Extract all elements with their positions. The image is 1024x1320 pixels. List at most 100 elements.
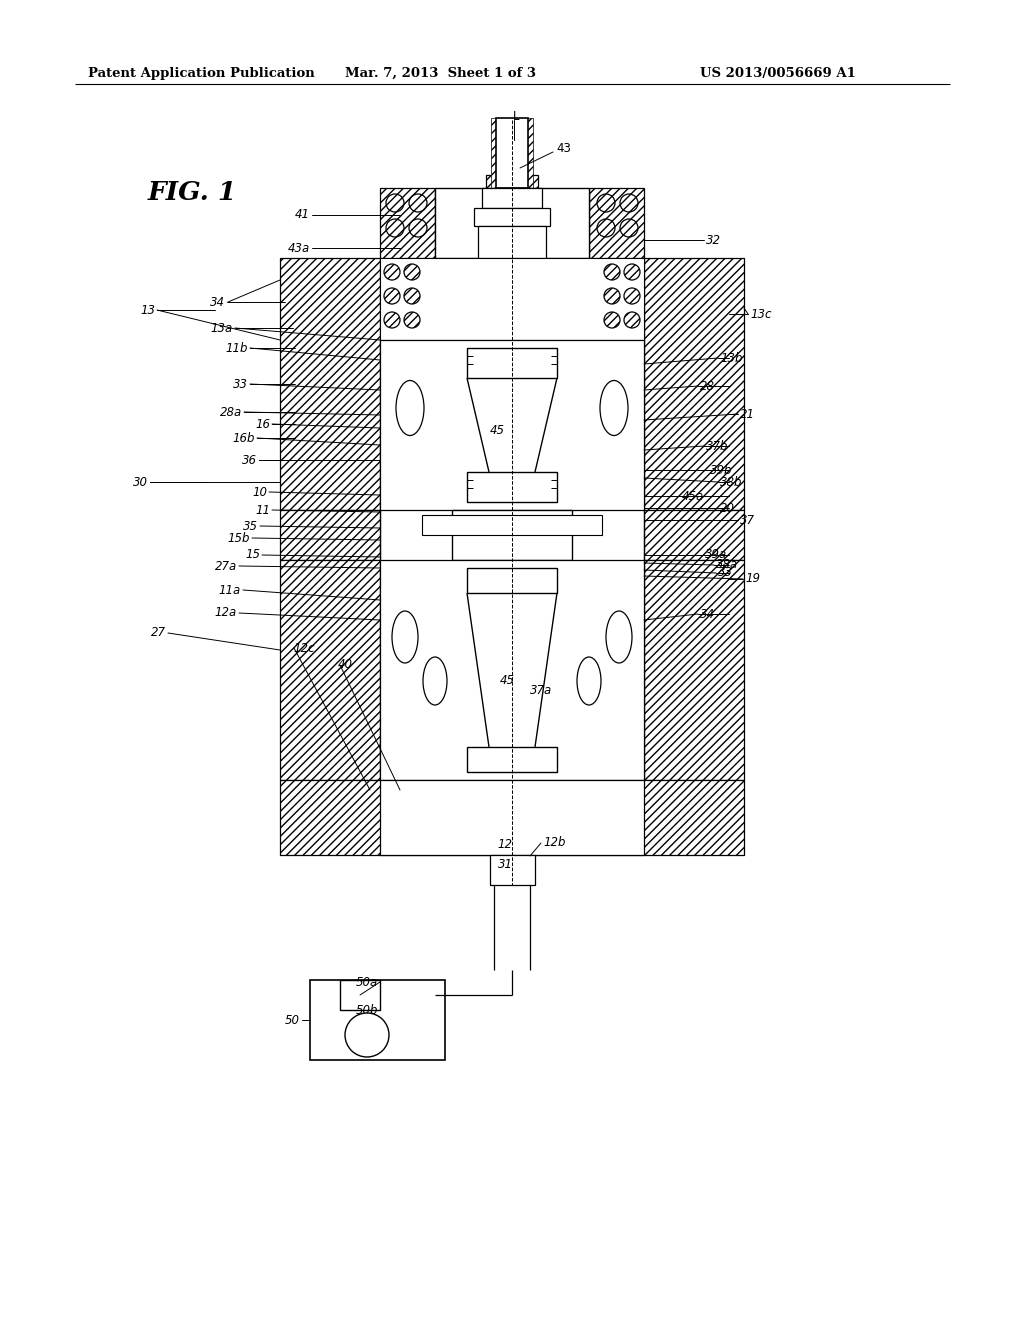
Bar — [340, 979, 380, 1010]
Bar — [486, 176, 538, 193]
Ellipse shape — [396, 380, 424, 436]
Text: 37a: 37a — [530, 684, 552, 697]
Circle shape — [386, 194, 404, 213]
Text: 41: 41 — [295, 209, 310, 222]
Bar — [380, 496, 394, 510]
Text: 15b: 15b — [227, 532, 250, 544]
Bar — [467, 473, 557, 502]
Text: 12: 12 — [498, 838, 512, 851]
Bar — [490, 117, 499, 187]
Text: 16: 16 — [255, 417, 270, 430]
Text: 36: 36 — [242, 454, 257, 466]
Bar — [644, 560, 744, 780]
Text: 13a: 13a — [211, 322, 233, 334]
Text: 28: 28 — [700, 380, 715, 392]
Text: 30: 30 — [133, 475, 148, 488]
Bar — [644, 510, 744, 560]
Text: 33: 33 — [718, 566, 733, 579]
Circle shape — [404, 288, 420, 304]
Bar — [422, 515, 602, 535]
Text: 39a: 39a — [705, 549, 727, 561]
Bar — [630, 568, 644, 582]
Bar — [452, 510, 572, 560]
Text: 43: 43 — [556, 141, 570, 154]
Bar — [478, 226, 546, 257]
Circle shape — [409, 194, 427, 213]
Circle shape — [624, 264, 640, 280]
Ellipse shape — [606, 611, 632, 663]
Bar — [380, 560, 644, 780]
Bar — [280, 510, 380, 560]
Ellipse shape — [423, 657, 447, 705]
Text: 50a: 50a — [355, 975, 378, 989]
Circle shape — [620, 194, 638, 213]
Bar — [380, 780, 420, 855]
Bar — [604, 780, 644, 855]
Bar — [435, 187, 589, 257]
Ellipse shape — [392, 611, 418, 663]
Text: 37b: 37b — [706, 440, 728, 453]
Circle shape — [604, 264, 620, 280]
Bar — [630, 496, 644, 510]
Text: 50: 50 — [285, 1014, 300, 1027]
Bar — [380, 257, 644, 341]
Text: 12c: 12c — [293, 642, 314, 655]
Bar — [380, 747, 394, 762]
Text: 32: 32 — [706, 234, 721, 247]
Bar — [467, 747, 557, 772]
Circle shape — [624, 312, 640, 327]
Text: Patent Application Publication: Patent Application Publication — [88, 66, 314, 79]
Text: 13b: 13b — [720, 351, 742, 364]
Bar — [630, 747, 644, 762]
Text: 19: 19 — [745, 573, 760, 586]
Circle shape — [620, 219, 638, 238]
Text: 20: 20 — [720, 502, 735, 515]
Circle shape — [624, 288, 640, 304]
Text: 10: 10 — [252, 486, 267, 499]
Text: 27a: 27a — [215, 560, 237, 573]
Circle shape — [384, 312, 400, 327]
Text: 28a: 28a — [220, 405, 242, 418]
Bar — [380, 341, 644, 510]
Text: Mar. 7, 2013  Sheet 1 of 3: Mar. 7, 2013 Sheet 1 of 3 — [345, 66, 536, 79]
Bar — [280, 257, 380, 510]
Text: FIG. 1: FIG. 1 — [148, 180, 238, 205]
Text: 34: 34 — [210, 296, 225, 309]
Circle shape — [404, 312, 420, 327]
Text: 45: 45 — [489, 424, 505, 437]
Text: 35: 35 — [243, 520, 258, 532]
Text: 12b: 12b — [543, 837, 565, 850]
Text: 15: 15 — [245, 549, 260, 561]
Bar — [474, 209, 550, 226]
Bar — [467, 568, 557, 593]
Text: 38b: 38b — [720, 475, 742, 488]
Text: 38a: 38a — [716, 558, 738, 572]
Bar — [380, 568, 394, 582]
Bar — [496, 117, 528, 187]
Text: 33: 33 — [233, 378, 248, 391]
Bar — [644, 257, 744, 510]
Bar — [380, 187, 435, 257]
Bar — [280, 780, 744, 855]
Ellipse shape — [600, 380, 628, 436]
Bar — [482, 187, 542, 209]
Bar — [310, 979, 445, 1060]
Circle shape — [345, 1012, 389, 1057]
Text: 13c: 13c — [750, 308, 771, 321]
Text: 11a: 11a — [219, 583, 241, 597]
Circle shape — [597, 194, 615, 213]
Bar — [630, 341, 644, 354]
Text: 16b: 16b — [232, 432, 255, 445]
Text: 39b: 39b — [710, 463, 732, 477]
Circle shape — [409, 219, 427, 238]
Bar — [589, 187, 644, 257]
Text: 11: 11 — [255, 503, 270, 516]
Circle shape — [384, 288, 400, 304]
Bar — [467, 348, 557, 378]
Text: 13: 13 — [140, 304, 155, 317]
Bar — [380, 341, 394, 354]
Text: 43a: 43a — [288, 242, 310, 255]
Bar — [490, 855, 535, 884]
Text: L: L — [513, 110, 519, 123]
Text: US 2013/0056669 A1: US 2013/0056669 A1 — [700, 66, 856, 79]
